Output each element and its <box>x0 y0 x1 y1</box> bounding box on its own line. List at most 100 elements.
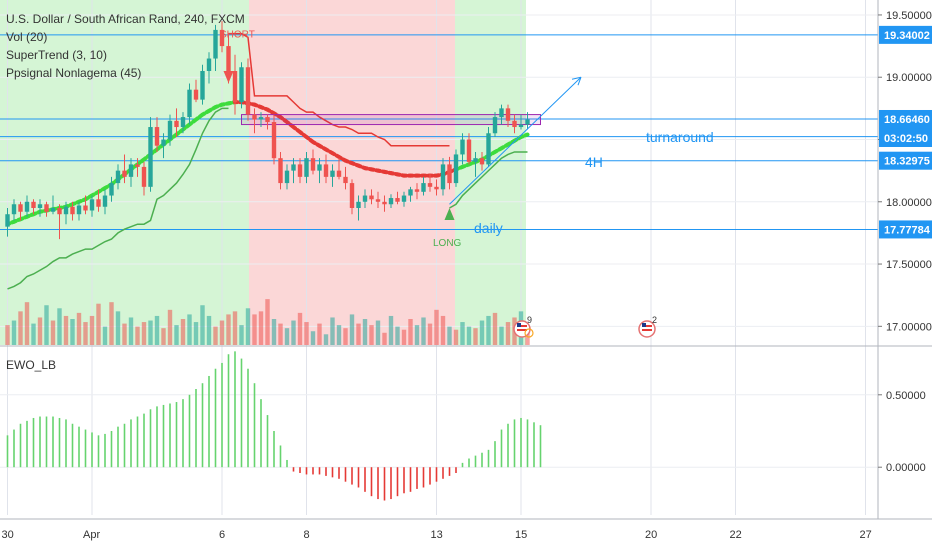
volume-bar <box>486 315 491 345</box>
long-arrow-icon <box>444 207 455 220</box>
candle-body <box>57 207 62 215</box>
candle-body <box>505 108 511 121</box>
candle-body <box>395 198 400 202</box>
volume-bar <box>499 326 504 345</box>
price-label-box <box>879 220 932 239</box>
candle-body <box>271 122 277 159</box>
trend-arrow-line <box>449 76 582 205</box>
candle-body <box>226 46 231 71</box>
volume-bar <box>76 312 82 345</box>
volume-bar <box>258 311 264 345</box>
y-tick-label: 19.00000 <box>886 72 932 84</box>
volume-bar <box>180 319 186 345</box>
event-count: 9 <box>527 315 532 325</box>
us-flag-event-icon <box>517 325 527 327</box>
supertrend-down-line <box>228 32 450 147</box>
candle-body <box>499 108 504 118</box>
volume-bar <box>226 314 231 345</box>
candle-body <box>122 170 127 177</box>
vol-legend[interactable]: Vol (20) <box>6 30 48 44</box>
volume-bar <box>109 302 114 345</box>
resistance-zone <box>241 114 541 126</box>
candle-body <box>44 204 49 212</box>
candle-body <box>76 205 82 215</box>
x-tick-label: 27 <box>860 529 872 541</box>
candle-body <box>161 139 166 146</box>
candle-body <box>421 183 426 192</box>
volume-bar <box>174 325 179 345</box>
event-marker-icon <box>524 328 534 338</box>
candle-body <box>109 183 114 196</box>
volume-bar <box>453 329 459 345</box>
candle-body <box>414 189 420 192</box>
countdown-box <box>879 128 932 147</box>
volume-bar <box>57 308 62 345</box>
candle-body <box>525 119 530 125</box>
volume-bar <box>408 319 413 345</box>
volume-bar <box>505 322 511 345</box>
candle-body <box>187 89 192 118</box>
volume-bar <box>304 322 309 345</box>
volume-bar <box>148 320 153 345</box>
short-label: SHORT <box>220 30 255 41</box>
us-flag-event-icon <box>517 323 521 327</box>
volume-bar <box>128 317 134 345</box>
event-count: 2 <box>652 315 657 325</box>
candle-body <box>63 206 69 215</box>
volume-bar <box>50 320 56 345</box>
volume-bar <box>63 315 69 345</box>
symbol-title: U.S. Dollar / South African Rand, 240, F… <box>6 12 245 26</box>
candle-body <box>343 176 348 184</box>
volume-bar <box>141 322 147 345</box>
candle-body <box>213 29 218 59</box>
volume-bar <box>252 314 257 345</box>
volume-bar <box>200 305 205 345</box>
volume-bar <box>161 328 166 345</box>
volume-bar <box>206 315 212 345</box>
turnaround-label: turnaround <box>646 129 714 145</box>
candle-body <box>408 189 413 196</box>
candle-body <box>200 70 205 100</box>
volume-bar <box>395 326 400 345</box>
y-tick-label: 17.50000 <box>886 259 932 271</box>
volume-bar <box>278 323 283 345</box>
short-arrow-icon <box>223 70 234 83</box>
candle-body <box>518 124 524 128</box>
x-tick-label: Apr <box>83 529 100 541</box>
candle-body <box>265 117 270 123</box>
volume-bar <box>5 325 10 345</box>
volume-bar <box>492 312 498 345</box>
volume-bar <box>245 308 251 345</box>
volume-bar <box>343 328 348 345</box>
candle-body <box>336 170 342 177</box>
x-tick-label: 20 <box>645 529 657 541</box>
volume-bar <box>213 326 218 345</box>
supertrend-legend[interactable]: SuperTrend (3, 10) <box>6 48 107 62</box>
volume-bar <box>70 319 75 345</box>
y-tick-label: 0.00000 <box>886 462 926 474</box>
candle-body <box>447 164 452 184</box>
candle-body <box>492 117 498 134</box>
candle-body <box>141 166 147 187</box>
y-tick-label: 19.50000 <box>886 10 932 22</box>
volume-bar <box>122 323 127 345</box>
candle-body <box>154 127 160 146</box>
volume-bar <box>89 315 95 345</box>
us-flag-event-icon <box>642 325 652 327</box>
y-tick-label: 18.00000 <box>886 197 932 209</box>
ppsignal-legend[interactable]: Ppsignal Nonlagema (45) <box>6 66 142 80</box>
volume-bar <box>44 305 49 345</box>
volume-bar <box>297 312 303 345</box>
candle-body <box>128 164 134 177</box>
volume-bar <box>349 314 355 345</box>
candle-body <box>349 183 355 208</box>
candle-body <box>252 114 257 120</box>
candle-body <box>83 205 88 211</box>
candle-body <box>310 158 316 171</box>
ewo-legend[interactable]: EWO_LB <box>6 358 57 372</box>
volume-bar <box>239 325 244 345</box>
supertrend-up-line <box>7 107 229 290</box>
volume-bar <box>167 309 173 345</box>
candle-body <box>24 201 30 212</box>
volume-bar <box>427 323 433 345</box>
